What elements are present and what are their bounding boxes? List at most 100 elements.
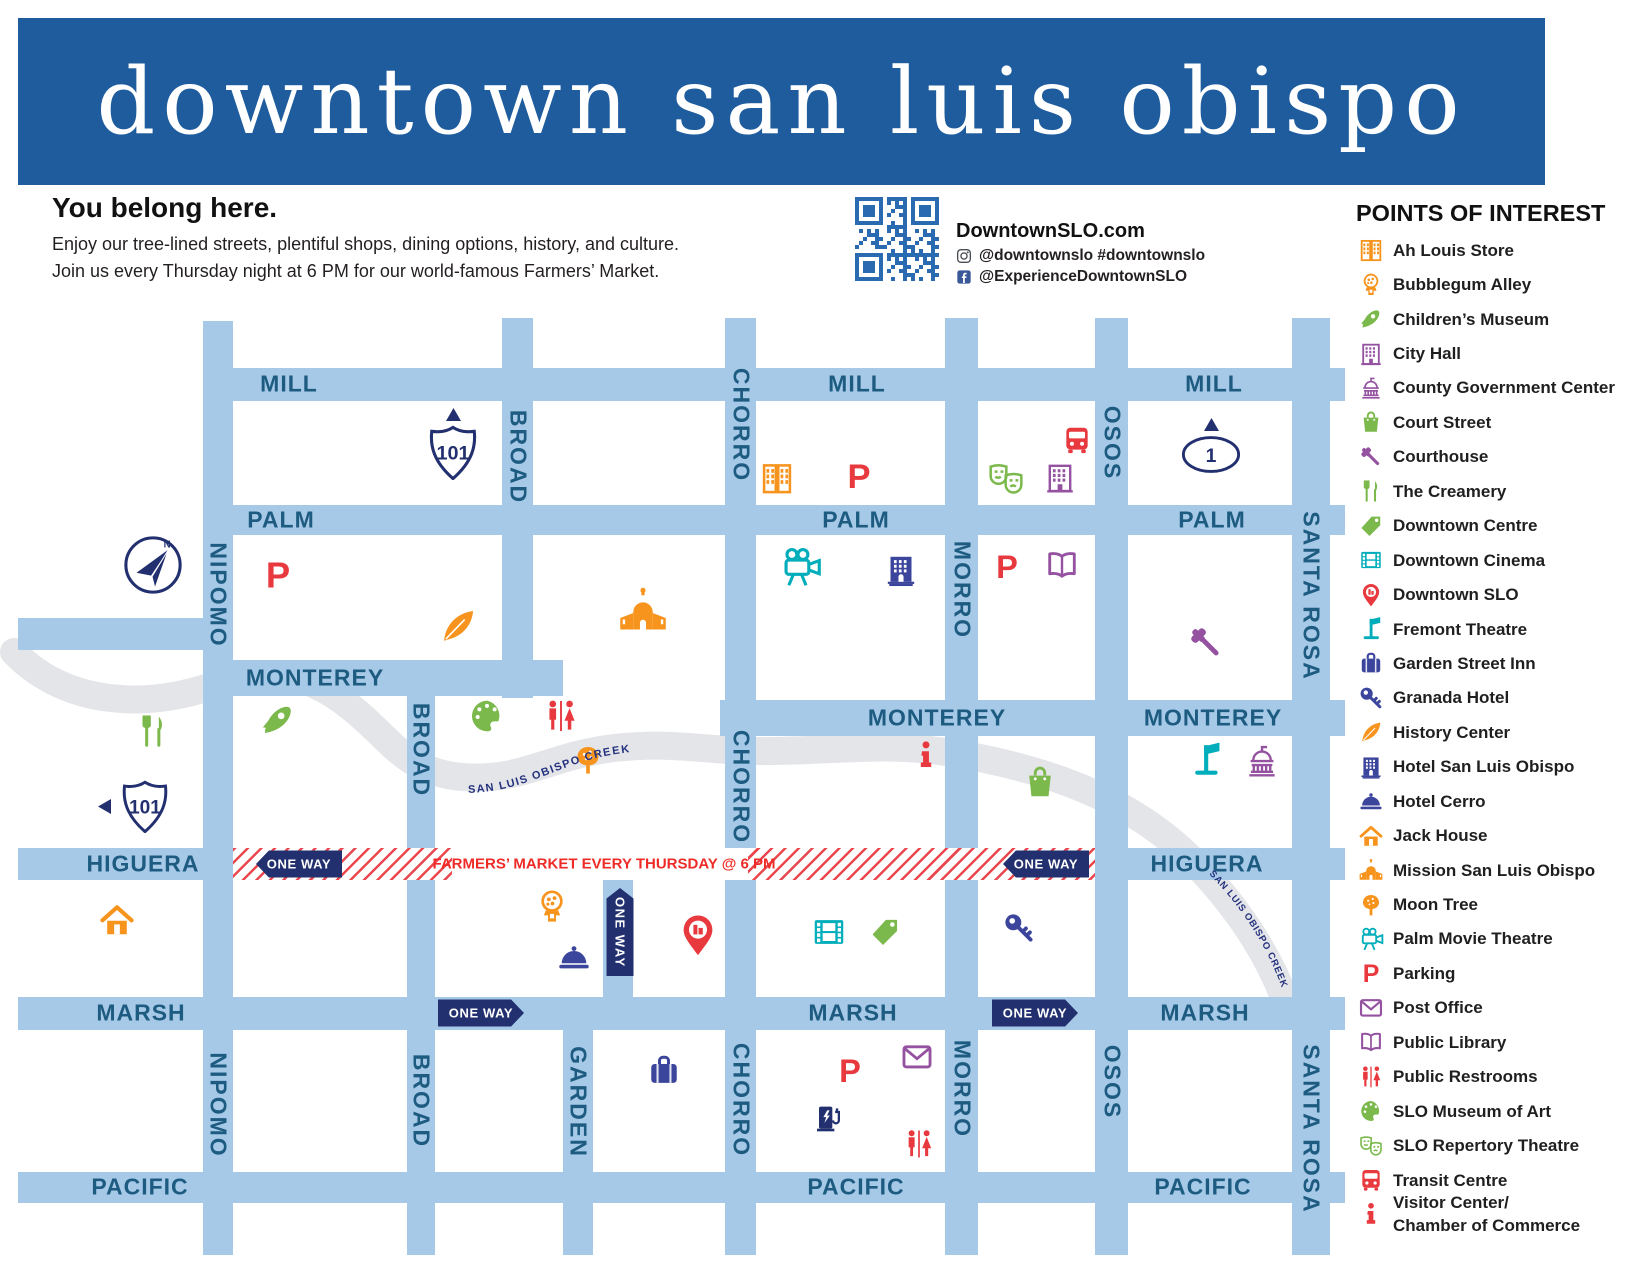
key-icon [1002, 911, 1036, 945]
arrow-up-icon [1203, 418, 1219, 431]
street-label-nipomo: NIPOMO [205, 542, 232, 648]
marquee-icon [1358, 616, 1384, 642]
page-title: downtown san luis obispo [96, 47, 1467, 155]
cam-icon [1358, 926, 1384, 952]
one-way-badge: ONE WAY [438, 999, 524, 1027]
legend-item: Post Office [1358, 991, 1615, 1025]
gavel-icon [1358, 444, 1384, 470]
legend-item: Court Street [1358, 405, 1615, 439]
one-way-badge: ONE WAY [606, 888, 634, 976]
restrooms-icon [1358, 1064, 1384, 1090]
street-label-chorro: CHORRO [728, 367, 755, 483]
info-icon [910, 739, 942, 771]
street-santa-rosa [1292, 318, 1330, 1255]
hotel-icon [883, 552, 919, 588]
facebook-row: @ExperienceDowntownSLO [956, 268, 1187, 286]
legend-item: Downtown Cinema [1358, 543, 1615, 577]
legend-item: Downtown Centre [1358, 509, 1615, 543]
marquee-icon [1187, 741, 1225, 779]
street-label-higuera: HIGUERA [86, 850, 200, 877]
svg-text:101: 101 [436, 443, 469, 465]
storefront-icon [1358, 237, 1384, 263]
legend-item: Palm Movie Theatre [1358, 922, 1615, 956]
pin-icon [1358, 582, 1384, 608]
legend-item: Public Restrooms [1358, 1060, 1615, 1094]
tag-icon [868, 915, 902, 949]
rocket-icon [258, 700, 298, 740]
facebook-handle: @ExperienceDowntownSLO [979, 268, 1188, 285]
legend-item: Moon Tree [1358, 887, 1615, 921]
parking-icon: P [1358, 960, 1384, 987]
mission-icon [617, 584, 669, 636]
capitol-icon [1358, 375, 1384, 401]
restrooms-icon [902, 1127, 936, 1161]
street-label-garden: GARDEN [565, 1046, 592, 1158]
svg-text:P: P [1363, 961, 1380, 987]
legend-item: SLO Repertory Theatre [1358, 1128, 1615, 1162]
gumball-icon [1358, 272, 1384, 298]
website-url: DowntownSLO.com [956, 220, 1145, 242]
house-icon [1358, 823, 1384, 849]
street-label-broad: BROAD [408, 1053, 435, 1149]
street-label-pacific: PACIFIC [1154, 1173, 1252, 1200]
envelope-icon [900, 1040, 934, 1074]
parking-icon: P [841, 457, 877, 496]
street-label-nipomo: NIPOMO [205, 1052, 232, 1158]
legend-item: Hotel San Luis Obispo [1358, 750, 1615, 784]
instagram-icon [956, 248, 972, 264]
street-monterey-west [18, 618, 203, 650]
key-icon [1358, 685, 1384, 711]
legend-item: SLO Museum of Art [1358, 1094, 1615, 1128]
legend-item: Public Library [1358, 1025, 1615, 1059]
bus-icon [1061, 424, 1093, 456]
hotel-icon [1358, 754, 1384, 780]
cam-icon [778, 545, 822, 589]
facebook-icon [956, 269, 972, 285]
restrooms-icon [542, 697, 580, 735]
legend-item: City Hall [1358, 336, 1615, 370]
film-icon [1358, 547, 1384, 573]
legend-item: The Creamery [1358, 474, 1615, 508]
street-label-marsh: MARSH [808, 999, 898, 1026]
book-icon [1044, 547, 1080, 583]
street-nipomo [203, 321, 233, 1255]
legend-item: Children’s Museum [1358, 302, 1615, 336]
street-osos [1095, 318, 1128, 1255]
street-label-palm: PALM [1178, 506, 1246, 533]
info-icon [1358, 1201, 1384, 1227]
utensils-icon [1358, 478, 1384, 504]
highway-101-shield: 101 [98, 779, 175, 833]
highway-101-shield: 101 [421, 408, 485, 480]
svg-text:N: N [164, 540, 171, 551]
legend-item: Fremont Theatre [1358, 612, 1615, 646]
street-label-morro: MORRO [949, 540, 976, 640]
legend-item: Bubblegum Alley [1358, 267, 1615, 301]
palette-icon [467, 696, 507, 736]
city-hall-icon [1043, 461, 1077, 495]
street-label-higuera: HIGUERA [1150, 850, 1264, 877]
tree-icon [1358, 892, 1384, 918]
ev-icon [813, 1102, 845, 1134]
rocket-icon [1358, 306, 1384, 332]
street-label-chorro: CHORRO [728, 729, 755, 845]
legend-list: Ah Louis Store Bubblegum Alley Children’s … [1358, 233, 1615, 1235]
street-label-palm: PALM [247, 506, 315, 533]
arrow-up-icon [445, 408, 461, 421]
one-way-badge: ONE WAY [1003, 850, 1089, 878]
street-label-pacific: PACIFIC [91, 1173, 189, 1200]
svg-text:SAN LUIS OBISPO CREEK: SAN LUIS OBISPO CREEK [468, 743, 632, 796]
legend-item: Granada Hotel [1358, 681, 1615, 715]
parking-icon: P [833, 1053, 867, 1089]
masks-icon [986, 459, 1026, 499]
luggage-icon [646, 1052, 682, 1088]
street-label-santa-rosa: SANTA ROSA [1298, 511, 1325, 681]
legend-item: Courthouse [1358, 440, 1615, 474]
bag-icon [1021, 763, 1059, 801]
feather-icon [1358, 719, 1384, 745]
legend-item: Visitor Center/Chamber of Commerce [1358, 1193, 1615, 1235]
film-icon [810, 913, 848, 951]
instagram-row: @downtownslo #downtownslo [956, 247, 1205, 265]
storefront-icon [759, 460, 795, 496]
